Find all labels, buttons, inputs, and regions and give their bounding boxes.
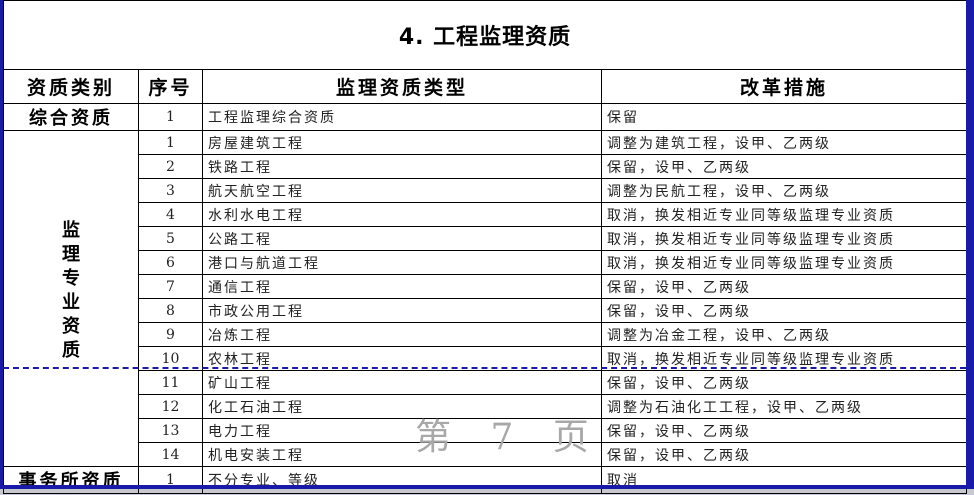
row-type: 公路工程 xyxy=(202,226,602,251)
row-type: 冶炼工程 xyxy=(202,322,602,347)
row-type: 水利水电工程 xyxy=(202,202,602,227)
row-number: 7 xyxy=(138,274,203,299)
row-measure: 保留，设甲、乙两级 xyxy=(600,370,968,395)
row-type: 航天航空工程 xyxy=(202,178,602,203)
table-row: 监 理 专 业 资 质 1 房屋建筑工程 调整为建筑工程，设甲、乙两级 xyxy=(3,130,968,467)
row-number: 2 xyxy=(138,154,203,179)
table-row: 13 电力工程 保留，设甲、乙两级 xyxy=(4,418,968,443)
row-measure: 取消，换发相近专业同等级监理专业资质 xyxy=(600,226,968,251)
table-row: 3 航天航空工程 调整为民航工程，设甲、乙两级 xyxy=(4,178,968,203)
row-measure: 调整为建筑工程，设甲、乙两级 xyxy=(600,130,968,155)
table-row: 事务所资质 1 不分专业、等级 取消 xyxy=(3,466,968,494)
row-number: 11 xyxy=(138,370,203,395)
category-char: 资 xyxy=(62,316,80,337)
table-row: 综合资质 1 工程监理综合资质 保留 xyxy=(3,103,968,131)
category-char: 理 xyxy=(62,244,80,265)
header-measure: 改革措施 xyxy=(600,69,968,104)
row-number: 3 xyxy=(138,178,203,203)
table-row: 4 水利水电工程 取消，换发相近专业同等级监理专业资质 xyxy=(4,202,968,227)
row-type: 铁路工程 xyxy=(202,154,602,179)
row-measure: 保留，设甲、乙两级 xyxy=(600,442,968,467)
category-char: 监 xyxy=(62,220,80,241)
row-number: 4 xyxy=(138,202,203,227)
row-number: 13 xyxy=(138,418,203,443)
category-specialty: 监 理 专 业 资 质 xyxy=(3,130,139,467)
table-row: 11 矿山工程 保留，设甲、乙两级 xyxy=(4,370,968,395)
row-measure: 取消，换发相近专业同等级监理专业资质 xyxy=(600,346,968,371)
row-number: 1 xyxy=(138,130,203,155)
table-row: 5 公路工程 取消，换发相近专业同等级监理专业资质 xyxy=(4,226,968,251)
row-number: 8 xyxy=(138,298,203,323)
table-row: 12 化工石油工程 调整为石油化工工程，设甲、乙两级 xyxy=(4,394,968,419)
row-number: 1 xyxy=(138,103,203,131)
row-type: 房屋建筑工程 xyxy=(202,130,602,155)
table-row: 9 冶炼工程 调整为冶金工程，设甲、乙两级 xyxy=(4,322,968,347)
row-number: 9 xyxy=(138,322,203,347)
row-type: 港口与航道工程 xyxy=(202,250,602,275)
row-type: 机电安装工程 xyxy=(202,442,602,467)
row-number: 12 xyxy=(138,394,203,419)
row-measure: 调整为石油化工工程，设甲、乙两级 xyxy=(600,394,968,419)
row-type: 工程监理综合资质 xyxy=(202,103,602,131)
page-watermark: 第 7 页 xyxy=(415,417,603,458)
header-category: 资质类别 xyxy=(3,69,139,104)
row-number: 5 xyxy=(138,226,203,251)
category-char: 业 xyxy=(62,292,80,313)
row-number: 6 xyxy=(138,250,203,275)
table-title: 4. 工程监理资质 xyxy=(2,0,968,70)
row-measure: 取消，换发相近专业同等级监理专业资质 xyxy=(600,202,968,227)
row-measure: 取消 xyxy=(600,466,968,494)
header-number: 序号 xyxy=(138,69,203,104)
row-measure: 保留，设甲、乙两级 xyxy=(600,418,968,443)
table-row: 14 机电安装工程 保留，设甲、乙两级 xyxy=(4,442,968,467)
row-measure: 保留，设甲、乙两级 xyxy=(600,274,968,299)
row-measure: 调整为民航工程，设甲、乙两级 xyxy=(600,178,968,203)
table-row: 6 港口与航道工程 取消，换发相近专业同等级监理专业资质 xyxy=(4,250,968,275)
row-measure: 调整为冶金工程，设甲、乙两级 xyxy=(600,322,968,347)
category-firm: 事务所资质 xyxy=(3,466,139,494)
category-comprehensive: 综合资质 xyxy=(3,103,139,131)
table-row: 8 市政公用工程 保留，设甲、乙两级 xyxy=(4,298,968,323)
table-row: 2 铁路工程 保留，设甲、乙两级 xyxy=(4,154,968,179)
table-row: 7 通信工程 保留，设甲、乙两级 xyxy=(4,274,968,299)
row-type: 市政公用工程 xyxy=(202,298,602,323)
category-char: 质 xyxy=(62,340,80,361)
row-measure: 保留 xyxy=(600,103,968,131)
row-number: 14 xyxy=(138,442,203,467)
page-border-bottom xyxy=(0,485,974,489)
category-char: 专 xyxy=(62,268,80,289)
row-number: 10 xyxy=(138,346,203,371)
row-measure: 取消，换发相近专业同等级监理专业资质 xyxy=(600,250,968,275)
row-measure: 保留，设甲、乙两级 xyxy=(600,298,968,323)
row-type: 不分专业、等级 xyxy=(202,466,602,494)
row-type: 通信工程 xyxy=(202,274,602,299)
row-number: 1 xyxy=(138,466,203,494)
row-measure: 保留，设甲、乙两级 xyxy=(600,154,968,179)
header-type: 监理资质类型 xyxy=(202,69,602,104)
page-break-line xyxy=(3,367,966,369)
row-type: 矿山工程 xyxy=(202,370,602,395)
page-border-right xyxy=(966,0,974,489)
table-row: 10 农林工程 取消，换发相近专业同等级监理专业资质 xyxy=(4,346,968,371)
